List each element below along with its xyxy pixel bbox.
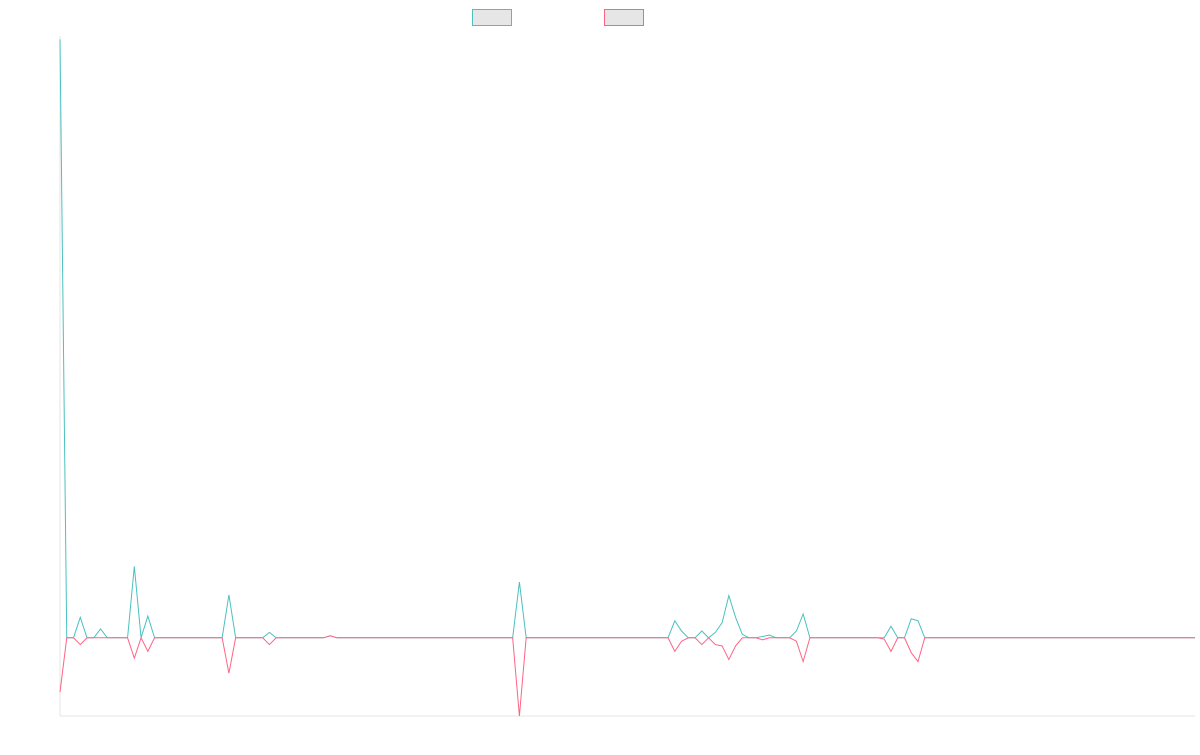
series-line-1 xyxy=(59,39,1195,639)
legend-swatch-series-1[interactable] xyxy=(472,9,512,26)
legend-swatch-series-2[interactable] xyxy=(604,9,644,26)
series-line-2 xyxy=(59,635,1195,717)
